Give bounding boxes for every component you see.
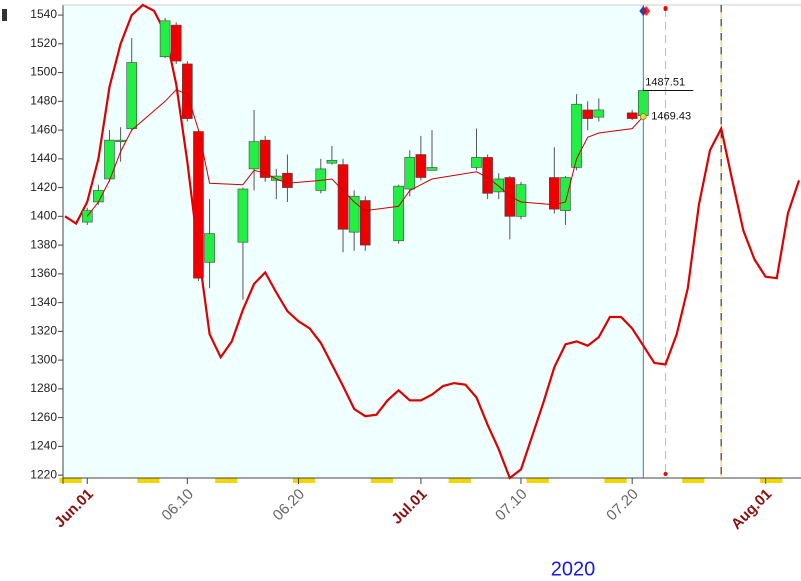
- candle-body: [393, 185, 404, 242]
- y-tick-label: 1320: [30, 324, 57, 338]
- weekend-marker: [370, 478, 382, 483]
- candle-body: [337, 164, 349, 230]
- y-tick-label: 1380: [30, 237, 57, 251]
- candle-body: [582, 109, 593, 119]
- candle-body: [159, 20, 171, 58]
- candle-body: [182, 63, 193, 119]
- forecast-dot: [663, 472, 668, 476]
- weekend-marker: [448, 478, 460, 483]
- candle-body: [626, 112, 638, 119]
- y-tick-label: 1420: [30, 180, 57, 194]
- candle-body: [571, 103, 582, 168]
- weekend-marker: [537, 478, 549, 483]
- plot-area: 1220 1240 1260 1280 1300 1320 1340 1360 1380 1400…: [30, 3, 801, 533]
- y-tick-label: 1520: [30, 36, 57, 50]
- candle-body: [193, 131, 204, 279]
- candle-body: [549, 177, 560, 210]
- candle-body: [126, 62, 138, 129]
- year-label: 2020: [551, 558, 596, 580]
- candle-body: [348, 195, 360, 233]
- ma-line: [86, 89, 644, 217]
- candle-body: [248, 141, 260, 170]
- weekend-marker: [526, 478, 538, 483]
- candle-body: [593, 109, 605, 118]
- ma-label: 1469.43: [651, 110, 691, 122]
- candle-body: [493, 178, 505, 193]
- corner-marker: [2, 9, 7, 21]
- weekend-marker: [304, 478, 316, 483]
- candle-body: [115, 139, 126, 142]
- weekend-marker: [148, 478, 160, 483]
- candle-body: [504, 177, 516, 217]
- candle-body: [404, 157, 416, 190]
- candle-body: [560, 177, 571, 211]
- y-tick-label: 1480: [30, 93, 57, 107]
- candle-body: [237, 188, 249, 243]
- candle-body: [471, 157, 482, 168]
- y-tick-label: 1240: [30, 439, 57, 453]
- candle-body: [204, 233, 215, 263]
- weekend-marker: [693, 478, 705, 483]
- y-tick-label: 1260: [30, 410, 57, 424]
- history-background: [63, 5, 644, 478]
- y-tick-label: 1440: [30, 151, 57, 165]
- y-tick-label: 1300: [30, 352, 57, 366]
- y-tick-label: 1220: [30, 467, 57, 481]
- y-tick-label: 1540: [30, 7, 57, 21]
- candle-body: [638, 90, 649, 117]
- y-tick-label: 1500: [30, 65, 57, 79]
- weekend-marker: [226, 478, 238, 483]
- y-tick-label: 1280: [30, 381, 57, 395]
- price-label: 1487.51: [645, 76, 685, 88]
- candle-body: [415, 154, 427, 178]
- weekend-marker: [615, 478, 627, 483]
- candle-body: [359, 200, 371, 246]
- candle-body: [326, 159, 338, 164]
- ma-marker: [640, 113, 647, 120]
- candle-body: [282, 172, 293, 188]
- top-diamond: [642, 6, 651, 16]
- y-tick-label: 1340: [30, 295, 57, 309]
- candle-body: [426, 167, 438, 171]
- candle-body: [271, 175, 282, 181]
- weekend-marker: [70, 478, 82, 483]
- weekend-marker: [381, 478, 394, 483]
- top-dot: [663, 6, 668, 10]
- weekend-marker: [59, 478, 71, 483]
- weekend-marker: [215, 478, 227, 483]
- y-tick-label: 1400: [30, 209, 57, 223]
- weekend-marker: [459, 478, 471, 483]
- oscillator-line: [64, 3, 801, 480]
- weekend-marker: [604, 478, 616, 483]
- candle-body: [81, 210, 93, 223]
- candle-body: [170, 24, 182, 62]
- y-tick-label: 1360: [30, 266, 57, 280]
- candle-body: [104, 139, 115, 180]
- candle-body: [259, 139, 271, 178]
- weekend-marker: [137, 478, 149, 483]
- weekend-marker: [771, 478, 783, 483]
- weekend-marker: [682, 478, 694, 483]
- y-tick-label: 1460: [30, 122, 57, 136]
- candle-body: [515, 184, 527, 217]
